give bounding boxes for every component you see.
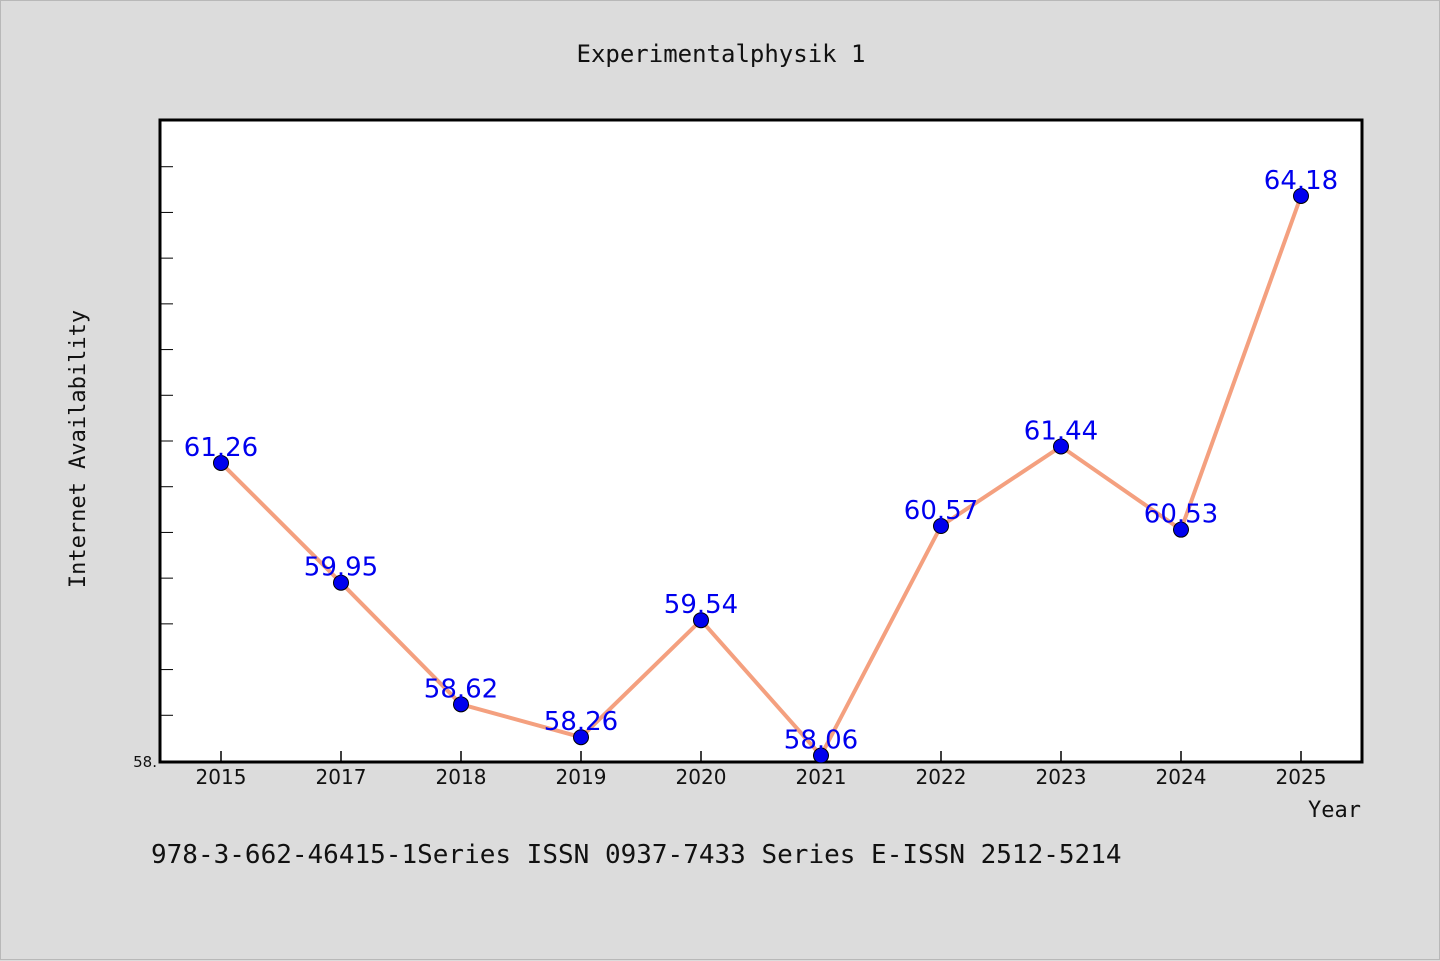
- x-tick-label: 2022: [916, 765, 967, 789]
- data-point: [1053, 438, 1069, 455]
- data-point: [573, 729, 589, 746]
- y-axis-label: Internet Availability: [66, 310, 91, 588]
- footer-text: 978-3-662-46415-1Series ISSN 0937-7433 S…: [151, 840, 1122, 870]
- data-label: 64.18: [1264, 166, 1338, 196]
- data-point: [933, 518, 949, 535]
- data-point: [1173, 521, 1189, 538]
- data-label: 60.53: [1144, 500, 1218, 530]
- data-point: [693, 612, 709, 629]
- x-tick-label: 2018: [436, 765, 487, 789]
- data-label: 59.95: [304, 553, 378, 583]
- y-tick-label: 58.: [133, 753, 157, 771]
- x-tick-label: 2017: [316, 765, 367, 789]
- data-point: [453, 696, 469, 713]
- data-label: 60.57: [904, 496, 978, 526]
- x-axis-label: Year: [1308, 798, 1361, 823]
- x-tick-label: 2024: [1156, 765, 1207, 789]
- data-label: 58.26: [544, 707, 618, 737]
- data-label: 61.44: [1024, 416, 1098, 446]
- data-label: 58.62: [424, 674, 498, 704]
- plot-area: [158, 118, 1364, 764]
- x-tick-label: 2015: [196, 765, 247, 789]
- data-label: 59.54: [664, 590, 738, 620]
- y-minor-ticks: [161, 120, 173, 762]
- data-label: 58.06: [784, 726, 858, 756]
- data-point: [813, 747, 829, 764]
- markers-group: [213, 187, 1309, 764]
- x-tick-label: 2021: [796, 765, 847, 789]
- x-tick-label: 2025: [1276, 765, 1327, 789]
- data-point: [333, 574, 349, 591]
- data-point: [213, 454, 229, 471]
- x-tick-label: 2023: [1036, 765, 1087, 789]
- data-label: 61.26: [184, 433, 258, 463]
- x-tick-label: 2020: [676, 765, 727, 789]
- x-ticks: 2015 2017 2018 2019 2020 2021 2022 2023 2024 2025: [196, 751, 1327, 789]
- series-line-group: [219, 195, 1303, 758]
- chart-title: Experimentalphysik 1: [577, 40, 866, 68]
- data-labels-group: 61.26 59.95 58.62 58.26 59.54 58.06 60.57 61.44…: [184, 166, 1338, 756]
- x-tick-label: 2019: [556, 765, 607, 789]
- data-point: [1293, 187, 1309, 204]
- series-line: [219, 195, 1303, 758]
